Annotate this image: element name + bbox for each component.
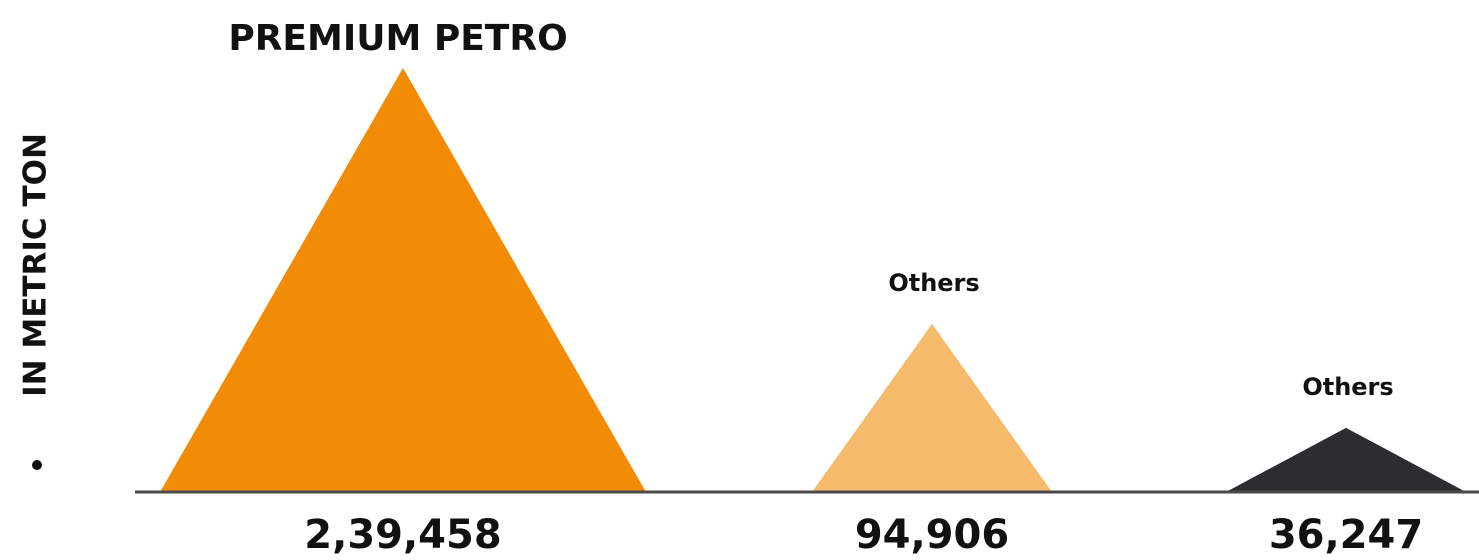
triangle-bar-1 <box>160 68 646 492</box>
category-label-3: Others <box>1302 373 1393 401</box>
category-label-1: PREMIUM PETRO <box>228 18 567 59</box>
y-axis-label-group: IN METRIC TON <box>18 133 54 470</box>
chart-marks: PREMIUM PETRO 2,39,458 Others 94,906 Others 3… <box>160 18 1466 558</box>
category-label-2: Others <box>888 269 979 297</box>
value-label-1: 2,39,458 <box>304 512 501 555</box>
triangle-bar-2 <box>812 323 1052 492</box>
bullet-icon <box>32 460 42 470</box>
value-label-3: 36,247 <box>1269 512 1423 555</box>
y-axis-label: IN METRIC TON <box>18 133 54 397</box>
triangle-bar-3 <box>1226 427 1466 492</box>
value-label-2: 94,906 <box>855 512 1009 555</box>
